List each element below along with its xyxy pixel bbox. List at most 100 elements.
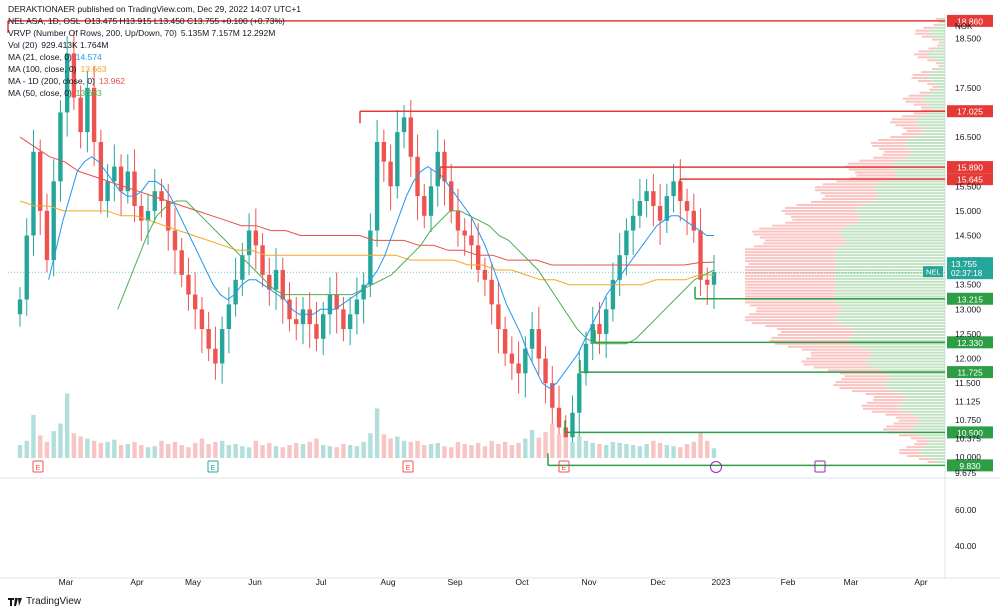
volume-profile-bar-down	[890, 136, 915, 139]
earnings-marker-icon	[558, 460, 570, 473]
volume-profile-bar-down	[810, 351, 872, 354]
legend-row[interactable]: MA (100, close, 0) 13.663	[8, 64, 111, 75]
volume-bar	[273, 446, 279, 458]
volume-profile-bar-down	[748, 263, 837, 266]
x-tick-label: Mar	[844, 577, 859, 587]
x-tick-label: Aug	[380, 577, 395, 587]
volume-profile-bar-down	[745, 295, 835, 298]
volume-bar	[17, 445, 23, 458]
volume-bar	[361, 441, 366, 458]
volume-profile-bar-down	[745, 266, 835, 269]
volume-bar	[657, 442, 663, 458]
candle-body	[139, 205, 144, 221]
volume-profile-bar-up	[841, 307, 945, 310]
volume-bar	[233, 444, 238, 458]
legend-row[interactable]: MA - 1D (200, close, 0) 13.962	[8, 76, 129, 87]
volume-profile-bar-down	[811, 354, 872, 357]
volume-bar	[368, 433, 373, 458]
volume-bar	[206, 444, 211, 458]
candle-body	[246, 230, 252, 256]
volume-profile-bar-up	[858, 345, 945, 348]
legend-row[interactable]: Vol (20) 929.413K 1.764M	[8, 40, 112, 51]
volume-profile-bar-up	[902, 401, 945, 404]
volume-profile-bar-down	[745, 289, 835, 292]
candle-body	[610, 279, 616, 310]
volume-profile-bar-up	[895, 171, 945, 174]
volume-profile-bar-up	[931, 106, 945, 109]
level-label: 15.890	[957, 163, 983, 173]
candle-body	[78, 97, 83, 133]
volume-bar	[166, 444, 171, 458]
symbol-badge	[923, 266, 943, 278]
legend-label: MA (21, close, 0)	[8, 52, 72, 62]
volume-profile-bar-down	[765, 239, 847, 242]
volume-bar	[401, 440, 407, 458]
volume-profile-bar-up	[860, 215, 945, 218]
volume-profile-bar-down	[781, 330, 855, 333]
volume-bar	[307, 441, 312, 458]
volume-profile-bar-up	[872, 366, 945, 369]
volume-profile-bar-down	[917, 56, 930, 59]
candle-body	[556, 407, 562, 428]
volume-bar	[509, 445, 515, 458]
volume-profile-bar-up	[838, 230, 945, 233]
candle-body	[145, 210, 151, 221]
volume-profile-bar-down	[813, 366, 873, 369]
volume-bar	[577, 436, 582, 458]
volume-profile-bar-up	[857, 212, 945, 215]
candle-body	[267, 274, 272, 290]
candle-body	[455, 210, 461, 231]
volume-profile-bar-down	[745, 286, 836, 289]
volume-profile-bar-up	[877, 183, 945, 186]
legend-row[interactable]: NEL ASA, 1D, OSL O13.475 H13.915 L13.450 …	[8, 16, 289, 27]
level-label-box	[947, 459, 993, 472]
volume-bar	[186, 447, 191, 458]
volume-profile-bar-down	[938, 65, 942, 68]
volume-bar	[502, 441, 508, 458]
volume-bar	[381, 434, 387, 458]
volume-profile-bar-down	[862, 407, 900, 410]
level-label: 18.860	[957, 16, 983, 26]
legend-row[interactable]: MA (50, close, 0) 13.683	[8, 88, 106, 99]
candle-body	[31, 151, 36, 236]
volume-profile-bar-down	[878, 147, 909, 150]
volume-profile-bar-down	[899, 449, 920, 452]
volume-profile-bar-down	[927, 460, 936, 463]
volume-profile-bar-down	[872, 410, 905, 413]
volume-profile-bar-up	[835, 316, 945, 319]
legend-row[interactable]: MA (21, close, 0) 14.574	[8, 52, 106, 63]
legend-row[interactable]: VRVP (Number Of Rows, 200, Up/Down, 70) 5…	[8, 28, 279, 39]
volume-profile-bar-down	[872, 144, 905, 147]
volume-bar	[91, 440, 97, 458]
volume-profile-bar-up	[923, 130, 945, 133]
y-tick-label: 13.500	[955, 280, 981, 290]
candle-body	[179, 250, 184, 275]
volume-profile-bar-down	[848, 162, 892, 165]
volume-profile-bar-down	[824, 195, 879, 198]
y-tick-label: 17.500	[955, 83, 981, 93]
volume-profile-bar-up	[908, 147, 945, 150]
volume-profile-bar-down	[920, 106, 932, 109]
volume-profile-bar-up	[837, 313, 945, 316]
volume-bar	[630, 445, 636, 458]
candle-body	[17, 299, 23, 315]
legend-label: MA - 1D (200, close, 0)	[8, 76, 95, 86]
volume-profile-bar-down	[828, 369, 881, 372]
volume-profile-bar-up	[914, 136, 945, 139]
volume-bar	[347, 445, 353, 458]
legend-label: Vol (20)	[8, 40, 38, 50]
volume-bar	[617, 442, 622, 458]
candle-body	[118, 166, 124, 192]
candle-body	[300, 309, 306, 325]
volume-bar	[570, 441, 575, 458]
volume-tick-label: 40.00	[955, 541, 977, 551]
x-tick-label: Nov	[581, 577, 597, 587]
ma21-line	[48, 156, 714, 389]
volume-profile-bar-down	[839, 387, 887, 390]
volume-bar	[610, 441, 616, 458]
volume-profile-bar-down	[763, 242, 846, 245]
volume-profile-bar-down	[865, 392, 902, 395]
volume-profile-bar-down	[745, 292, 835, 295]
volume-profile-bar-up	[835, 260, 945, 263]
